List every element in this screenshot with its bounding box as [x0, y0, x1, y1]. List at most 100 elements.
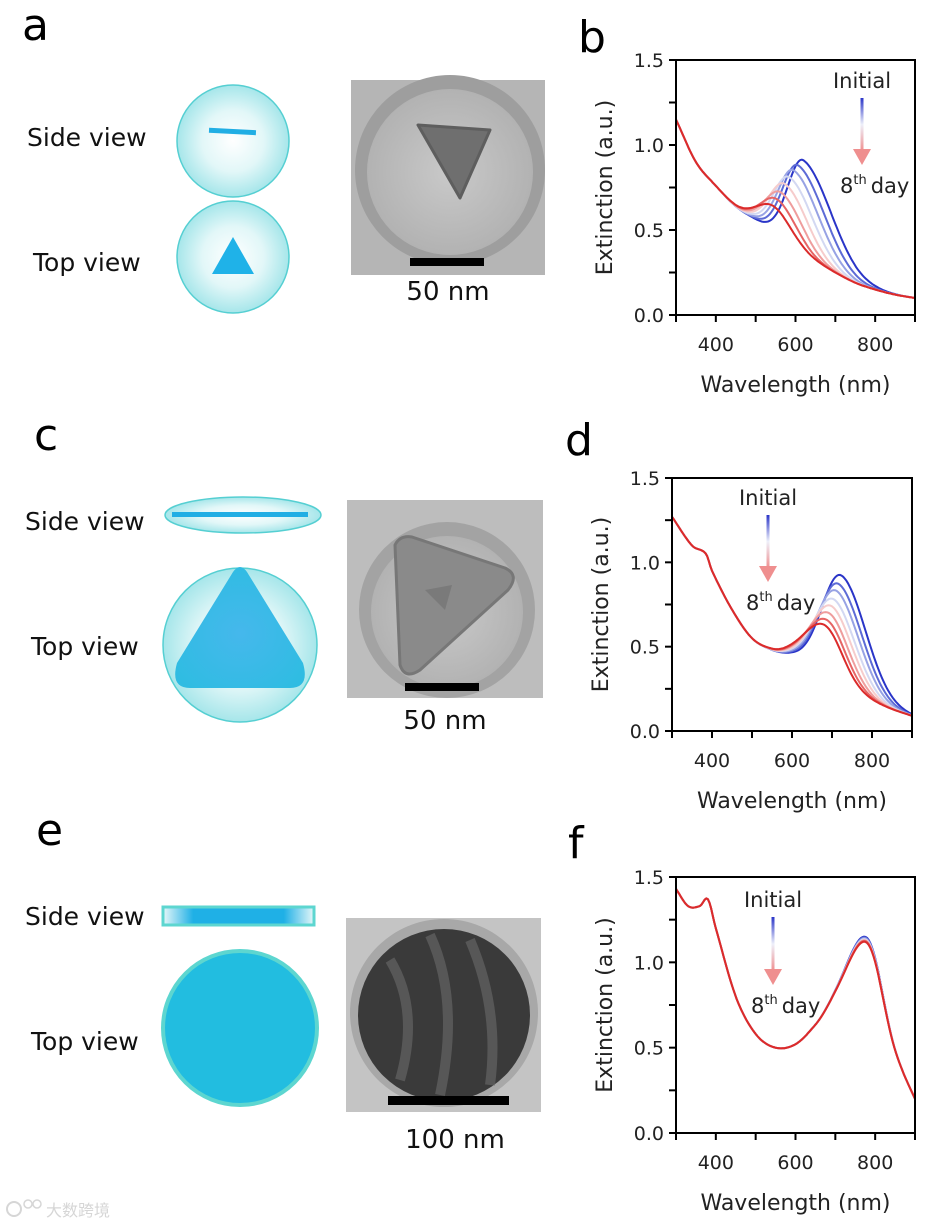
panel-label-f: f: [568, 818, 585, 869]
series-line-5: [672, 516, 912, 717]
y-axis-title: Extinction (a.u.): [589, 517, 614, 692]
side-view-label: Side view: [25, 507, 145, 536]
scale-bar-label: 50 nm: [403, 706, 486, 736]
series-line-8: [676, 119, 915, 299]
annotation-initial: Initial: [833, 69, 891, 93]
annotation-initial: Initial: [739, 486, 797, 510]
series-line-6: [672, 516, 912, 717]
series-line-2: [676, 119, 915, 299]
series-line-7: [672, 516, 912, 717]
trend-arrow-head: [853, 149, 871, 165]
top-view-schematic-c: [162, 567, 318, 723]
x-tick-label: 400: [694, 750, 730, 772]
panel-label-b: b: [578, 12, 606, 63]
series-line-1: [676, 119, 915, 299]
series-line-8: [672, 516, 912, 717]
annotation-8th-day: 8th day: [751, 993, 820, 1018]
y-tick-label: 0.0: [634, 1123, 664, 1145]
annotation-day: day: [777, 591, 816, 615]
series-group: [676, 888, 915, 1100]
x-tick-label: 600: [774, 750, 810, 772]
top-view-schematic-a: [176, 200, 290, 314]
annotation-number: 8: [840, 174, 853, 198]
annotation-8th-day: 8th day: [840, 173, 909, 198]
scale-bar-label: 100 nm: [405, 1125, 505, 1155]
panel-label-e: e: [36, 805, 63, 856]
annotation-day: day: [871, 174, 910, 198]
y-tick-label: 1.5: [634, 50, 664, 72]
y-tick-label: 0.5: [634, 220, 664, 242]
y-tick-label: 0.5: [630, 637, 660, 659]
top-view-schematic-e: [161, 949, 319, 1107]
side-view-schematic-e: [161, 905, 316, 927]
x-axis-title: Wavelength (nm): [700, 1191, 890, 1216]
series-line-3: [672, 516, 912, 717]
series-group: [676, 119, 915, 299]
panel-label-d: d: [565, 415, 593, 466]
annotation-superscript: th: [764, 993, 777, 1008]
side-view-label: Side view: [27, 123, 147, 152]
series-line-4: [676, 119, 915, 299]
y-tick-label: 1.5: [634, 867, 664, 889]
series-line-4: [672, 516, 912, 717]
tem-image-e: [346, 918, 541, 1112]
y-axis-title: Extinction (a.u.): [593, 100, 618, 275]
x-tick-label: 800: [854, 750, 890, 772]
trend-arrow-head: [759, 566, 777, 582]
x-axis-title: Wavelength (nm): [700, 373, 890, 398]
panel-label-a: a: [22, 0, 49, 51]
scale-bar: [410, 258, 484, 266]
scale-bar: [405, 683, 479, 691]
x-tick-label: 400: [698, 334, 734, 356]
scale-bar: [388, 1096, 509, 1105]
y-tick-label: 0.0: [634, 305, 664, 327]
top-view-label: Top view: [30, 1027, 139, 1056]
charts: 400 600 800 0.0 0.5 1.0 1.5 Wavelength (nm) Exti…: [589, 50, 916, 1216]
series-line-7: [676, 119, 915, 299]
y-axis-title: Extinction (a.u.): [593, 917, 618, 1092]
y-tick-label: 0.0: [630, 721, 660, 743]
annotation-day: day: [782, 994, 821, 1018]
trend-arrow-head: [764, 969, 782, 985]
top-view-label: Top view: [32, 248, 141, 277]
watermark-text: 大数跨境: [46, 1201, 110, 1220]
series-line-3: [676, 119, 915, 299]
y-tick-label: 1.0: [634, 952, 664, 974]
watermark: 大数跨境: [6, 1199, 110, 1220]
x-tick-label: 600: [777, 334, 813, 356]
annotation-number: 8: [751, 994, 764, 1018]
annotation-initial: Initial: [744, 888, 802, 912]
trend-arrow-shaft: [771, 917, 775, 971]
x-tick-label: 400: [698, 1152, 734, 1174]
annotation-superscript: th: [759, 590, 772, 605]
series-group: [672, 516, 912, 717]
side-view-label: Side view: [25, 902, 145, 931]
tem-image-c: [347, 500, 543, 698]
y-tick-label: 1.0: [634, 135, 664, 157]
series-line-8: [676, 888, 915, 1100]
side-view-schematic-a: [176, 84, 290, 198]
y-tick-label: 1.5: [630, 468, 660, 490]
series-line-2: [672, 516, 912, 717]
x-tick-label: 600: [777, 1152, 813, 1174]
chart-f: 400 600 800 0.0 0.5 1.0 1.5 Wavelength (nm) Exti…: [593, 867, 916, 1216]
series-line-6: [676, 119, 915, 299]
top-view-label: Top view: [30, 632, 139, 661]
trend-arrow-shaft: [766, 515, 770, 568]
chart-b: 400 600 800 0.0 0.5 1.0 1.5 Wavelength (nm) Exti…: [593, 50, 916, 398]
scale-bar-label: 50 nm: [406, 277, 489, 307]
annotation-number: 8: [746, 591, 759, 615]
x-tick-label: 800: [857, 334, 893, 356]
annotation-8th-day: 8th day: [746, 590, 815, 615]
y-tick-label: 0.5: [634, 1038, 664, 1060]
chart-d: 400 600 800 0.0 0.5 1.0 1.5 Wavelength (nm) Exti…: [589, 468, 913, 814]
x-axis-title: Wavelength (nm): [697, 789, 887, 814]
annotation-superscript: th: [853, 173, 866, 188]
tem-image-a: [351, 75, 545, 275]
x-tick-label: 800: [857, 1152, 893, 1174]
y-tick-label: 1.0: [630, 552, 660, 574]
series-line-5: [676, 119, 915, 299]
trend-arrow-shaft: [860, 98, 864, 151]
side-view-schematic-c: [164, 496, 322, 534]
